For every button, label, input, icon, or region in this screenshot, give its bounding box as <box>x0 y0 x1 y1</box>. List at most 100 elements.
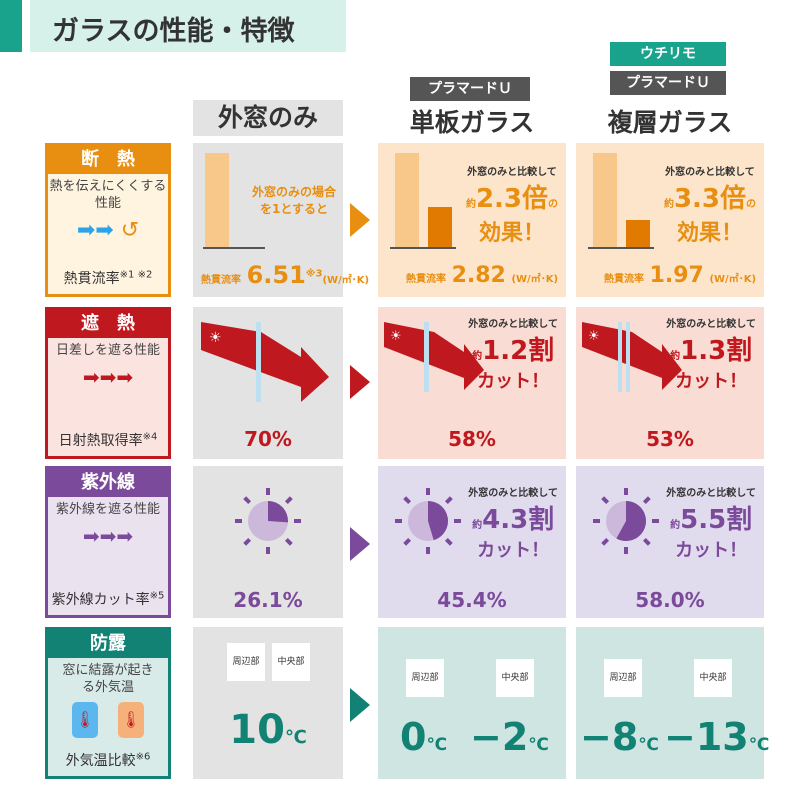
insulation-single: 外窓のみと比較して 約2.3倍の 効果！ 熱貫流率 2.82 (W/㎡･K) <box>378 143 566 297</box>
text: ℃ <box>748 735 770 755</box>
text: 外窓のみと比較して <box>468 319 558 330</box>
text: 外窓のみと比較して <box>467 167 557 178</box>
uv-double: 外窓のみと比較して約5.5割カット！ 58.0% <box>576 466 764 618</box>
text: 日射熱取得率 <box>58 433 143 449</box>
label-uv: 紫外線 紫外線を遮る性能 ➡➡➡ 紫外線カット率※5 <box>45 466 171 618</box>
arrow-right-icon <box>350 365 370 399</box>
text: カット！ <box>675 371 748 392</box>
text: 中央部 <box>496 659 534 697</box>
bar-reference <box>205 153 229 247</box>
text: 周辺部 <box>406 659 444 697</box>
text: 2.3倍 <box>475 184 548 214</box>
label-desc: 熱を伝えにくくする性能 <box>49 179 167 211</box>
text: 外窓のみと比較して <box>666 488 756 499</box>
text: (W/㎡･K) <box>709 274 757 285</box>
text: 日差しを遮る性能 <box>55 343 160 358</box>
text: 窓に結露が起きる外気温 <box>62 663 154 695</box>
text: 約 <box>472 351 483 362</box>
column2-badge: プラマードＵ <box>410 77 530 101</box>
uv-arrows-icon: ➡➡➡ <box>82 524 134 548</box>
text: カット！ <box>477 371 550 392</box>
text: 5.5割 <box>680 505 753 535</box>
label-dew: 防露 窓に結露が起きる外気温 🌡 🌡 外気温比較※6 <box>45 627 171 779</box>
sunlight-arrow-icon: ☀ <box>201 322 329 402</box>
text: (W/㎡･K) <box>322 275 370 286</box>
uv-outer-only: 26.1% <box>193 466 343 618</box>
text: 6.51 <box>246 261 306 289</box>
text: 熱貫流率 <box>406 274 446 285</box>
text: 効果！ <box>676 221 743 246</box>
text: 熱貫流率 <box>63 271 120 287</box>
text: 約 <box>472 520 483 531</box>
column3-badge-uchirimo: ウチリモ <box>610 42 726 66</box>
text: 周辺部 <box>604 659 642 697</box>
text: 4.3割 <box>482 505 555 535</box>
arrow-right-icon <box>350 203 370 237</box>
text: ※4 <box>142 431 158 443</box>
label-insulation: 断 熱 熱を伝えにくくする性能 ➡➡ ↺ 熱貫流率※1 ※2 <box>45 143 171 297</box>
shading-double: ☀ 外窓のみと比較して 約1.3割 カット！ 53% <box>576 307 764 459</box>
heat-arrows-icon: ➡➡ ↺ <box>76 218 140 243</box>
uv-cut-fill <box>428 501 448 541</box>
text: 約 <box>670 351 681 362</box>
text: ※6 <box>135 751 151 763</box>
text: の <box>548 199 558 210</box>
text: 10 <box>229 707 285 753</box>
text: ※1 ※2 <box>119 269 153 281</box>
text: 紫外線カット率 <box>51 592 150 608</box>
arrow-right-icon <box>350 688 370 722</box>
text: 2.82 <box>451 263 506 288</box>
text: 1.2割 <box>482 336 555 366</box>
column-title-double-glass: 複層ガラス <box>607 108 733 137</box>
text: 外窓のみの場合を1とすると <box>251 185 336 216</box>
text: 58.0% <box>635 588 705 612</box>
dew-outer-only: 周辺部 中央部 10℃ <box>193 627 343 779</box>
uv-sun-icon <box>235 488 301 554</box>
text: 26.1% <box>233 588 303 612</box>
label-shading: 遮 熱 日差しを遮る性能 ➡➡➡ 日射熱取得率※4 <box>45 307 171 459</box>
text: −2 <box>470 715 529 759</box>
text: カット！ <box>675 540 748 561</box>
text: 外窓のみと比較して <box>468 488 558 499</box>
text: 70% <box>244 427 292 451</box>
svg-text:☀: ☀ <box>209 330 222 346</box>
svg-text:☀: ☀ <box>588 329 600 344</box>
uv-cut-fill <box>268 501 288 523</box>
text: 防露 <box>48 630 168 658</box>
text: 53% <box>646 427 694 451</box>
text: 約 <box>663 199 674 210</box>
arrow-right-icon <box>350 527 370 561</box>
label-title: 断 熱 <box>48 146 168 174</box>
text: 約 <box>465 199 476 210</box>
text: 外窓のみと比較して <box>665 167 755 178</box>
text: カット！ <box>477 540 550 561</box>
text: 熱貫流率 <box>604 274 644 285</box>
text: 58% <box>448 427 496 451</box>
text: −8 <box>580 715 639 759</box>
text: 熱貫流率 <box>201 275 241 286</box>
text: 遮 熱 <box>48 310 168 338</box>
text: 外気温比較 <box>65 753 136 769</box>
text: ℃ <box>426 735 448 755</box>
text: ℃ <box>284 727 307 748</box>
text: 約 <box>670 520 681 531</box>
text: 3.3倍 <box>673 184 746 214</box>
text: 45.4% <box>437 588 507 612</box>
text: 1.3割 <box>680 336 753 366</box>
insulation-double: 外窓のみと比較して 約3.3倍の 効果！ 熱貫流率 1.97 (W/㎡･K) <box>576 143 764 297</box>
header-accent <box>0 0 22 52</box>
text: 1.97 <box>649 263 704 288</box>
text: 中央部 <box>272 643 310 681</box>
column-title-outer-only: 外窓のみ <box>193 100 343 136</box>
shading-single: ☀ 外窓のみと比較して約1.2割カット！ 58% <box>378 307 566 459</box>
svg-text:☀: ☀ <box>390 329 402 344</box>
text: ※5 <box>149 590 165 602</box>
text: −13 <box>664 715 749 759</box>
column-title-single-glass: 単板ガラス <box>409 108 535 137</box>
uv-sun-icon <box>395 488 461 554</box>
thermometer-icons: 🌡 🌡 <box>48 696 168 744</box>
sun-arrows-icon: ➡➡➡ <box>82 365 134 389</box>
uv-single: 外窓のみと比較して約4.3割カット！ 45.4% <box>378 466 566 618</box>
text: (W/㎡･K) <box>511 274 559 285</box>
text: 周辺部 <box>227 643 265 681</box>
